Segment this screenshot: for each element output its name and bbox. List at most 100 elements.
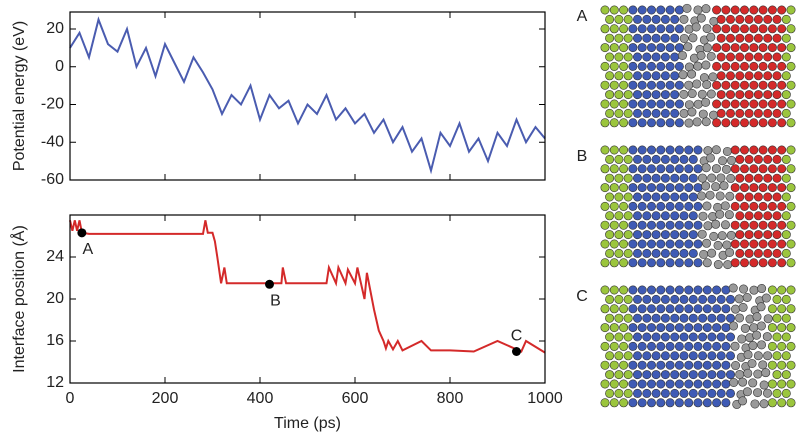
atom <box>665 145 675 155</box>
atom <box>614 33 624 43</box>
atom <box>619 258 629 268</box>
atom <box>684 201 694 211</box>
atom <box>763 192 773 202</box>
atom <box>725 108 735 118</box>
atom <box>763 14 773 24</box>
atom <box>628 258 638 268</box>
atom <box>623 33 633 43</box>
atom <box>684 220 694 230</box>
atom <box>772 90 782 100</box>
atom <box>665 239 675 249</box>
atom <box>609 43 619 53</box>
atom <box>777 145 787 155</box>
atom <box>670 173 680 183</box>
atom <box>786 360 796 370</box>
atom <box>712 80 722 90</box>
atom <box>623 173 633 183</box>
atom <box>605 90 615 100</box>
state-label: C <box>511 328 523 345</box>
atom <box>718 156 728 166</box>
atom <box>646 398 656 408</box>
atom <box>772 211 782 221</box>
atom <box>758 145 768 155</box>
atom <box>632 230 642 240</box>
atom <box>693 341 703 351</box>
atom <box>781 173 791 183</box>
atom <box>707 248 717 258</box>
atom <box>763 248 773 258</box>
atom <box>609 258 619 268</box>
atom <box>777 99 787 109</box>
state-marker <box>265 279 274 289</box>
atom <box>688 370 698 380</box>
atom <box>701 4 711 14</box>
atom <box>767 201 777 211</box>
atom <box>772 71 782 81</box>
atom <box>707 294 717 304</box>
atom <box>678 70 688 80</box>
atom <box>767 118 777 128</box>
atom <box>721 43 731 53</box>
atom <box>781 332 791 342</box>
atom <box>709 231 719 241</box>
atom <box>688 192 698 202</box>
atom <box>711 164 721 174</box>
atom <box>651 90 661 100</box>
atom <box>749 43 759 53</box>
atom <box>646 239 656 249</box>
atom <box>693 220 703 230</box>
atom <box>600 258 610 268</box>
atom <box>674 239 684 249</box>
atom <box>786 304 796 314</box>
atom <box>628 61 638 71</box>
atom <box>609 5 619 15</box>
atom <box>749 201 759 211</box>
atom <box>705 153 715 163</box>
atom <box>763 90 773 100</box>
atom <box>725 247 735 257</box>
atom <box>712 24 722 34</box>
atom <box>628 398 638 408</box>
atom <box>674 80 684 90</box>
atom <box>665 285 675 295</box>
atom <box>716 108 726 118</box>
atom <box>758 5 768 15</box>
atom <box>777 341 787 351</box>
atom <box>693 398 703 408</box>
atom <box>758 201 768 211</box>
atom <box>600 183 610 193</box>
atom <box>721 164 731 174</box>
atom <box>712 304 722 314</box>
atom <box>720 201 730 211</box>
atom <box>721 61 731 71</box>
atom <box>614 313 624 323</box>
atom <box>781 14 791 24</box>
atom <box>632 192 642 202</box>
atom <box>693 258 703 268</box>
atom <box>619 239 629 249</box>
atom <box>753 230 763 240</box>
atom <box>605 33 615 43</box>
atom <box>777 183 787 193</box>
atom <box>614 192 624 202</box>
atom <box>730 220 740 230</box>
atom <box>614 370 624 380</box>
atom <box>730 118 740 128</box>
atom <box>600 323 610 333</box>
atom <box>628 145 638 155</box>
atom <box>772 351 782 361</box>
atom <box>605 192 615 202</box>
atom <box>721 80 731 90</box>
atom <box>684 239 694 249</box>
atom <box>609 285 619 295</box>
atom <box>670 370 680 380</box>
atom <box>688 332 698 342</box>
atom <box>637 258 647 268</box>
atom <box>614 294 624 304</box>
atom <box>693 379 703 389</box>
atom <box>688 211 698 221</box>
atom <box>706 89 716 99</box>
atom <box>628 5 638 15</box>
atom <box>742 387 752 397</box>
atom <box>777 164 787 174</box>
